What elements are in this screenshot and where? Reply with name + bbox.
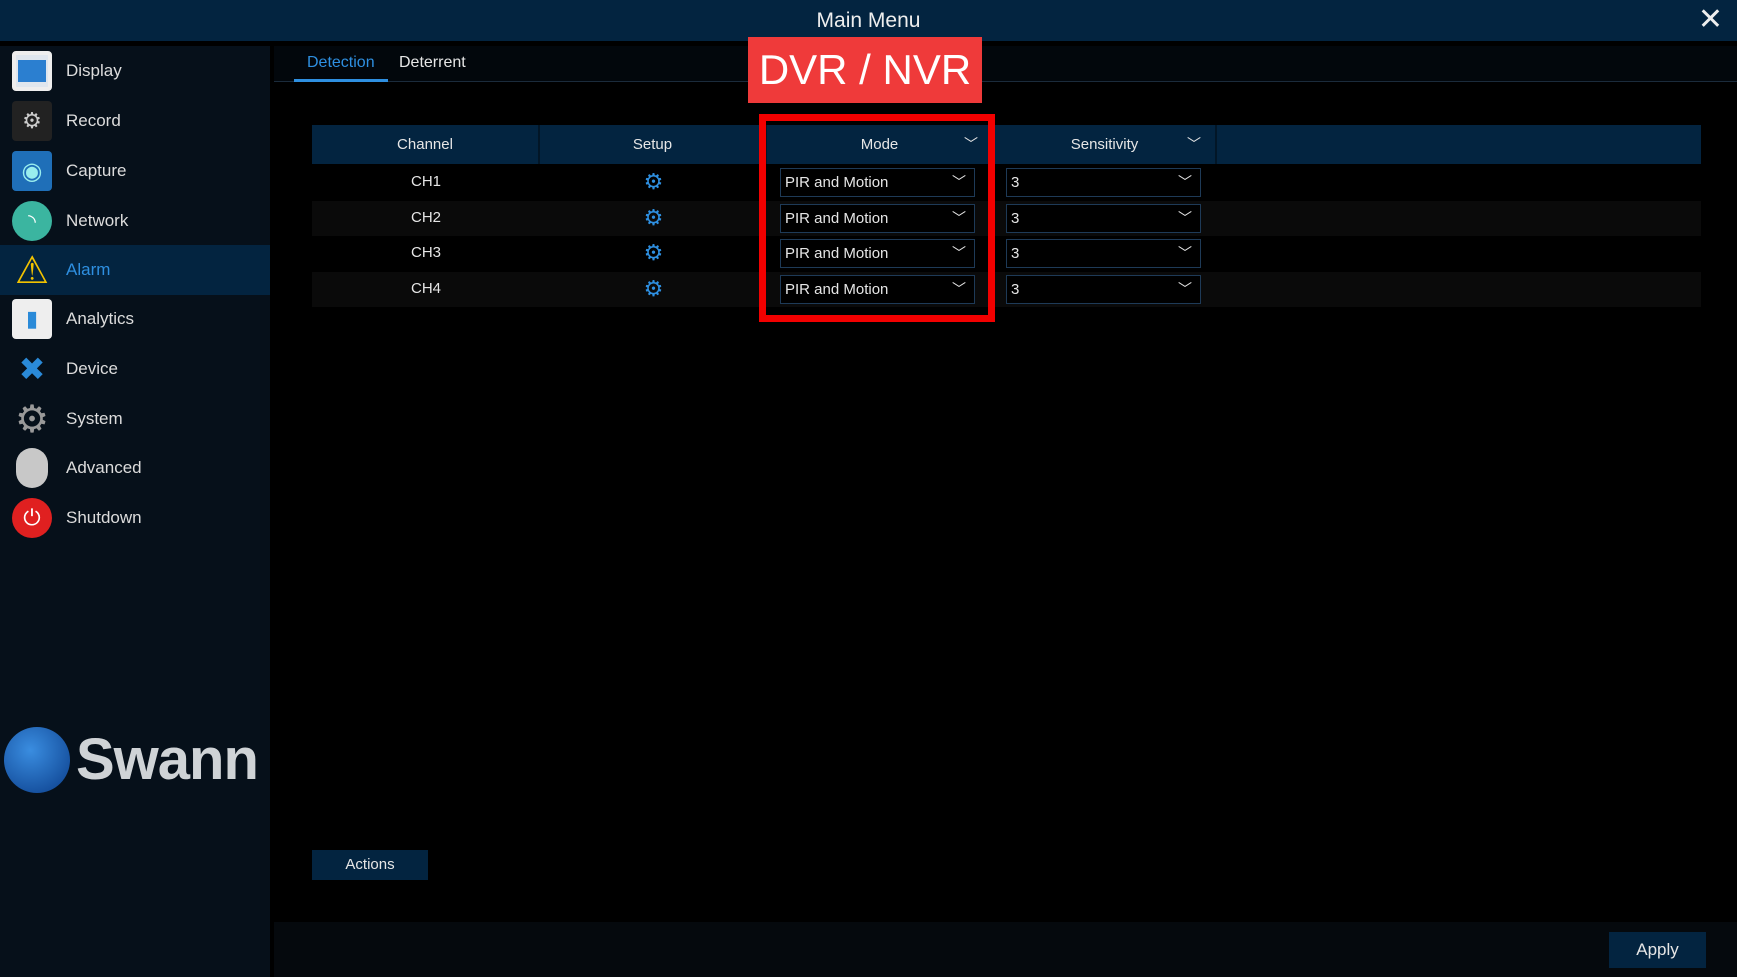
device-icon: ✖ <box>18 351 46 387</box>
chevron-down-icon: ﹀ <box>1178 174 1192 190</box>
sensitivity-dropdown[interactable]: 3 ﹀ <box>1006 239 1201 268</box>
header-label: Sensitivity <box>1070 136 1139 153</box>
setup-cell: ⚙ <box>540 236 767 271</box>
title-bar: Main Menu ✕ <box>0 0 1737 41</box>
gear-icon: ⚙ <box>14 398 50 441</box>
mode-value: PIR and Motion <box>785 245 889 262</box>
sidebar-item-capture[interactable]: ◉ Capture <box>0 146 270 196</box>
sidebar-item-display[interactable]: Display <box>0 46 270 96</box>
chevron-down-icon: ﹀ <box>952 209 966 226</box>
swann-logo: Swann <box>4 726 259 793</box>
sensitivity-dropdown[interactable]: 3 ﹀ <box>1006 168 1201 197</box>
sidebar-item-label: Record <box>66 111 121 130</box>
table-row: CH1 ⚙ PIR and Motion ﹀ 3 ﹀ <box>312 165 1701 200</box>
warning-icon: ⚠ <box>14 249 50 292</box>
sensitivity-value: 3 <box>1011 245 1020 262</box>
mode-dropdown[interactable]: PIR and Motion ﹀ <box>780 203 975 233</box>
mode-dropdown[interactable]: PIR and Motion ﹀ <box>780 168 975 197</box>
table-row: CH2 ⚙ PIR and Motion ﹀ 3 ﹀ <box>312 200 1701 236</box>
chevron-down-icon: ﹀ <box>952 174 966 190</box>
network-icon: ◝ <box>12 201 52 241</box>
sensitivity-value: 3 <box>1011 209 1020 227</box>
mode-value: PIR and Motion <box>785 209 889 227</box>
header-label: Mode <box>860 136 899 153</box>
analytics-icon: ▮ <box>12 299 52 339</box>
main-content <box>274 46 1737 922</box>
sidebar-item-advanced[interactable]: Advanced <box>0 443 270 493</box>
sensitivity-value: 3 <box>1011 280 1020 298</box>
tab-bar: Detection Deterrent <box>274 46 1737 82</box>
setup-cell: ⚙ <box>540 165 767 200</box>
channel-cell: CH3 <box>410 244 441 261</box>
sidebar: Display ⚙ Record ◉ Capture ◝ Network ⚠ Alarm… <box>0 46 270 977</box>
header-label: Channel <box>397 136 453 153</box>
header-channel: Channel <box>312 125 540 164</box>
highlight-box <box>759 114 995 322</box>
header-sensitivity[interactable]: Sensitivity ﹀ <box>994 125 1217 164</box>
sidebar-item-label: Alarm <box>66 260 111 279</box>
sidebar-item-label: Network <box>66 211 129 230</box>
chevron-down-icon: ﹀ <box>952 280 966 297</box>
setup-cell: ⚙ <box>540 272 767 307</box>
table-row: CH3 ⚙ PIR and Motion ﹀ 3 ﹀ <box>312 236 1701 271</box>
sidebar-item-record[interactable]: ⚙ Record <box>0 96 270 146</box>
channel-cell: CH2 <box>410 208 441 226</box>
table-row: CH4 ⚙ PIR and Motion ﹀ 3 ﹀ <box>312 271 1701 307</box>
sidebar-item-label: Advanced <box>66 458 142 477</box>
header-empty <box>1217 125 1701 164</box>
sidebar-item-label: System <box>66 409 123 428</box>
sensitivity-value: 3 <box>1011 174 1020 191</box>
camera-icon: ◉ <box>12 151 52 191</box>
close-icon[interactable]: ✕ <box>1697 3 1723 36</box>
overlay-label: DVR / NVR <box>748 37 982 103</box>
record-icon: ⚙ <box>12 101 52 141</box>
sidebar-item-label: Shutdown <box>66 508 142 527</box>
sidebar-item-network[interactable]: ◝ Network <box>0 196 270 246</box>
window-title: Main Menu <box>816 9 921 32</box>
table-header: Channel Setup Mode ﹀ Sensitivity ﹀ <box>312 125 1701 164</box>
mode-dropdown[interactable]: PIR and Motion ﹀ <box>780 274 975 304</box>
gear-icon[interactable]: ⚙ <box>643 240 664 265</box>
header-label: Setup <box>632 136 673 153</box>
apply-button[interactable]: Apply <box>1609 932 1706 968</box>
header-setup: Setup <box>540 125 767 164</box>
mode-dropdown[interactable]: PIR and Motion ﹀ <box>780 239 975 268</box>
sidebar-item-system[interactable]: ⚙ System <box>0 394 270 444</box>
tab-detection[interactable]: Detection <box>294 54 388 82</box>
chevron-down-icon: ﹀ <box>1178 280 1192 297</box>
sidebar-item-analytics[interactable]: ▮ Analytics <box>0 294 270 344</box>
display-icon <box>12 51 52 91</box>
sensitivity-dropdown[interactable]: 3 ﹀ <box>1006 274 1201 304</box>
gear-icon[interactable]: ⚙ <box>643 169 664 194</box>
sidebar-item-alarm[interactable]: ⚠ Alarm <box>0 245 270 295</box>
mode-value: PIR and Motion <box>785 280 889 298</box>
chevron-down-icon[interactable]: ﹀ <box>1187 136 1201 152</box>
gear-icon[interactable]: ⚙ <box>643 275 664 301</box>
chevron-down-icon: ﹀ <box>1178 245 1192 261</box>
chevron-down-icon: ﹀ <box>1178 209 1192 226</box>
mode-value: PIR and Motion <box>785 174 889 191</box>
gear-icon[interactable]: ⚙ <box>643 204 664 230</box>
sidebar-item-shutdown[interactable]: ⏻ Shutdown <box>0 493 270 543</box>
tab-deterrent[interactable]: Deterrent <box>399 54 466 71</box>
power-icon: ⏻ <box>12 498 52 538</box>
sidebar-item-device[interactable]: ✖ Device <box>0 344 270 394</box>
footer-bar <box>274 922 1737 977</box>
mouse-icon <box>16 448 48 488</box>
channel-cell: CH1 <box>410 173 441 190</box>
swann-logo-icon <box>4 726 70 793</box>
sidebar-item-label: Capture <box>66 161 127 180</box>
setup-cell: ⚙ <box>540 201 767 236</box>
channel-cell: CH4 <box>410 279 441 297</box>
logo-text: Swann <box>76 727 259 792</box>
actions-button[interactable]: Actions <box>312 850 428 880</box>
sidebar-item-label: Display <box>66 61 122 80</box>
sidebar-item-label: Device <box>66 359 118 378</box>
sidebar-item-label: Analytics <box>66 309 135 328</box>
sensitivity-dropdown[interactable]: 3 ﹀ <box>1006 203 1201 233</box>
chevron-down-icon[interactable]: ﹀ <box>964 136 978 152</box>
chevron-down-icon: ﹀ <box>952 245 966 261</box>
